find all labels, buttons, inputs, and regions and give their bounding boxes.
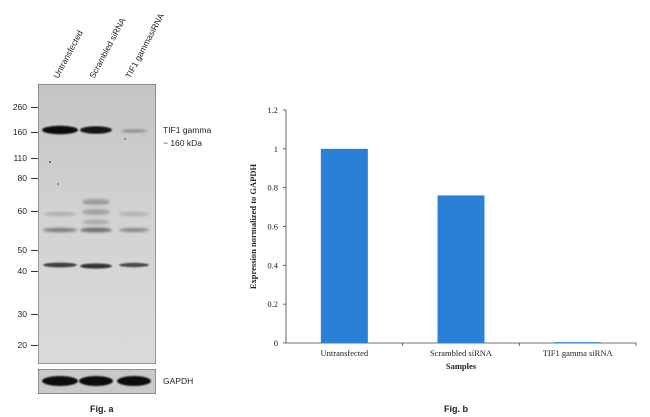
band-label-size: ~ 160 kDa xyxy=(163,138,202,148)
band-42kda-lane2 xyxy=(80,263,112,269)
band-label-tif1-gamma: TIF1 gamma xyxy=(163,125,212,135)
band-gapdh-lane2 xyxy=(79,376,113,386)
mw-tick-80 xyxy=(31,178,38,179)
bar-1 xyxy=(320,148,368,343)
lane-label-scrambled: Scrambled siRNA xyxy=(87,16,128,80)
band-42kda-lane1 xyxy=(43,262,77,268)
mw-marker-160: 160 xyxy=(12,127,27,137)
mw-tick-160 xyxy=(31,132,38,133)
blot-speck-3 xyxy=(124,138,126,140)
mw-marker-60: 60 xyxy=(17,206,27,216)
mw-marker-20: 20 xyxy=(17,340,27,350)
blot-speck-1 xyxy=(49,161,51,163)
mw-tick-260 xyxy=(31,107,38,108)
band-nonspecific-lane2-b xyxy=(82,209,110,215)
y-axis-title: Expression normalized to GAPDH xyxy=(248,164,258,290)
band-nonspecific-lane1-a xyxy=(44,212,76,216)
band-nonspecific-lane1-b xyxy=(43,227,77,233)
lane-label-tif1-sirna: TIF1 gammasiRNA xyxy=(123,11,166,80)
band-nonspecific-lane2-a xyxy=(82,199,110,205)
y-tick-label: 0.8 xyxy=(267,183,278,193)
band-nonspecific-lane3-a xyxy=(119,212,149,216)
mw-tick-30 xyxy=(31,314,38,315)
bar-2 xyxy=(437,195,485,343)
mw-marker-50: 50 xyxy=(17,245,27,255)
mw-tick-110 xyxy=(31,158,38,159)
mw-tick-50 xyxy=(31,250,38,251)
y-tick-label: 0.2 xyxy=(267,299,278,309)
y-tick-label: 0 xyxy=(274,338,278,348)
band-42kda-lane3 xyxy=(119,262,149,268)
band-nonspecific-lane2-d xyxy=(80,227,112,233)
band-gapdh-lane3 xyxy=(117,376,151,386)
y-tick-label: 0.4 xyxy=(267,260,278,270)
gapdh-blot-image xyxy=(38,369,156,394)
loading-control-label: GAPDH xyxy=(163,376,194,386)
mw-marker-40: 40 xyxy=(17,266,27,276)
x-axis-title: Samples xyxy=(446,361,477,371)
mw-marker-80: 80 xyxy=(17,173,27,183)
bar-3 xyxy=(554,342,602,343)
y-tick-label: 1.2 xyxy=(267,105,278,115)
y-tick-label: 1 xyxy=(274,144,278,154)
bar-chart: 0 0.2 0.4 0.6 0.8 1 1.2 Untransfected Scrambled … xyxy=(248,105,637,371)
band-gapdh-lane1 xyxy=(42,376,78,386)
fig-b-label: Fig. b xyxy=(444,404,468,414)
x-tick-label: Untransfected xyxy=(320,348,368,358)
mw-marker-30: 30 xyxy=(17,309,27,319)
blot-image xyxy=(38,84,156,364)
fig-a-label: Fig. a xyxy=(90,404,114,414)
x-tick-label: TIF1 gamma siRNA xyxy=(543,348,614,358)
band-tif1-lane1 xyxy=(42,125,78,135)
band-nonspecific-lane3-b xyxy=(119,228,149,232)
y-tick-label: 0.6 xyxy=(267,222,278,232)
band-nonspecific-lane2-c xyxy=(82,219,110,225)
x-tick-label: Scrambled siRNA xyxy=(430,348,493,358)
lane-label-untransfected: Untransfected xyxy=(51,28,85,81)
mw-marker-260: 260 xyxy=(12,102,27,112)
mw-tick-60 xyxy=(31,211,38,212)
band-tif1-lane3 xyxy=(121,129,147,133)
mw-marker-110: 110 xyxy=(13,153,27,163)
mw-tick-20 xyxy=(31,345,38,346)
blot-speck-2 xyxy=(57,183,59,185)
mw-tick-40 xyxy=(31,271,38,272)
band-tif1-lane2 xyxy=(80,126,112,134)
